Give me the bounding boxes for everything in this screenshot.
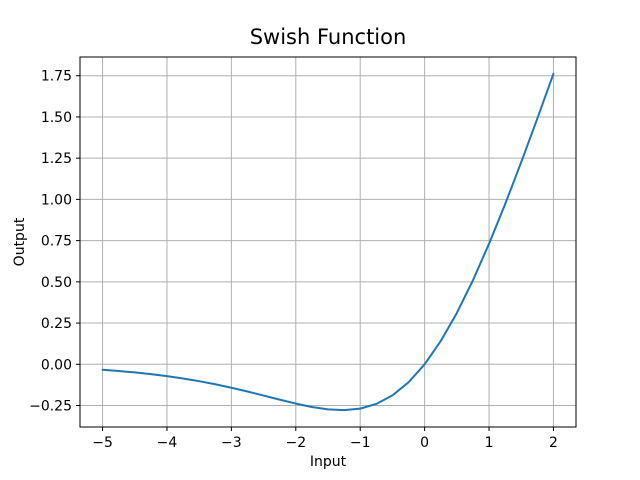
x-tick-label: −4 — [157, 435, 178, 451]
axes-background — [80, 57, 576, 427]
y-tick-label: 0.50 — [41, 275, 72, 291]
x-tick-label: 1 — [485, 435, 494, 451]
y-tick-label: 0.00 — [41, 357, 72, 373]
y-tick-label: 1.00 — [41, 192, 72, 208]
x-tick-label: −1 — [350, 435, 371, 451]
chart-title: Swish Function — [249, 25, 407, 49]
y-tick-label: 0.25 — [41, 316, 72, 332]
y-tick-label: −0.25 — [29, 399, 72, 415]
y-tick-label: 0.75 — [41, 234, 72, 250]
y-axis-label: Output — [12, 217, 28, 267]
x-tick-label: 2 — [549, 435, 558, 451]
y-tick-label: 1.25 — [41, 151, 72, 167]
x-axis-label: Input — [309, 454, 347, 470]
x-tick-label: −2 — [285, 435, 306, 451]
x-tick-label: −3 — [221, 435, 242, 451]
series-line-swish — [101, 72, 555, 412]
x-tick-label: −5 — [92, 435, 113, 451]
plot-frame — [79, 56, 577, 428]
x-tick-label: 0 — [420, 435, 429, 451]
y-tick-label: 1.75 — [41, 69, 72, 85]
y-tick-label: 1.50 — [41, 110, 72, 126]
